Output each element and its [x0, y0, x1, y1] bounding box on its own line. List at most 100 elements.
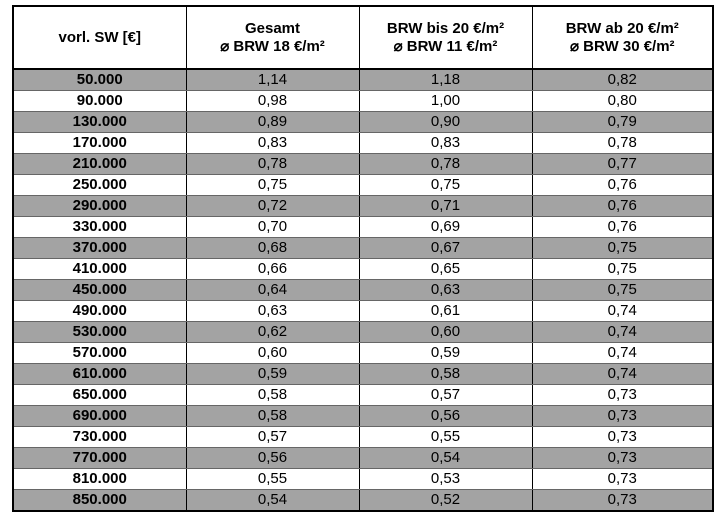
column-header: Gesamt ⌀ BRW 18 €/m² [185, 5, 360, 70]
table-row: 130.000 0,89 0,90 0,79 [12, 111, 714, 133]
cell: 0,69 [358, 216, 533, 238]
header-line: ⌀ BRW 18 €/m² [220, 37, 325, 55]
cell: 0,64 [185, 279, 360, 301]
row-label: 610.000 [12, 363, 187, 385]
cell: 0,59 [185, 363, 360, 385]
table-row: 730.000 0,57 0,55 0,73 [12, 426, 714, 448]
cell: 0,59 [358, 342, 533, 364]
table-body: 50.000 1,14 1,18 0,82 90.000 0,98 1,00 0,80 130.… [12, 69, 714, 512]
cell: 0,83 [185, 132, 360, 154]
cell: 0,75 [531, 279, 714, 301]
cell: 0,98 [185, 90, 360, 112]
cell: 0,73 [531, 384, 714, 406]
cell: 0,58 [185, 384, 360, 406]
cell: 0,74 [531, 342, 714, 364]
table-row: 210.000 0,78 0,78 0,77 [12, 153, 714, 175]
cell: 0,54 [185, 489, 360, 512]
row-label: 250.000 [12, 174, 187, 196]
cell: 0,55 [358, 426, 533, 448]
cell: 0,73 [531, 405, 714, 427]
table-row: 690.000 0,58 0,56 0,73 [12, 405, 714, 427]
cell: 0,60 [185, 342, 360, 364]
row-label: 770.000 [12, 447, 187, 469]
row-label: 170.000 [12, 132, 187, 154]
row-label: 50.000 [12, 69, 187, 91]
cell: 0,63 [185, 300, 360, 322]
cell: 0,73 [531, 426, 714, 448]
row-label: 210.000 [12, 153, 187, 175]
cell: 0,76 [531, 195, 714, 217]
cell: 0,62 [185, 321, 360, 343]
cell: 0,54 [358, 447, 533, 469]
row-label: 90.000 [12, 90, 187, 112]
row-label: 490.000 [12, 300, 187, 322]
cell: 0,61 [358, 300, 533, 322]
cell: 0,65 [358, 258, 533, 280]
cell: 0,73 [531, 447, 714, 469]
cell: 0,72 [185, 195, 360, 217]
cell: 0,76 [531, 216, 714, 238]
row-label: 690.000 [12, 405, 187, 427]
cell: 0,79 [531, 111, 714, 133]
column-header: vorl. SW [€] [12, 5, 187, 70]
table-row: 170.000 0,83 0,83 0,78 [12, 132, 714, 154]
cell: 0,77 [531, 153, 714, 175]
cell: 0,60 [358, 321, 533, 343]
row-label: 410.000 [12, 258, 187, 280]
cell: 0,53 [358, 468, 533, 490]
header-line: BRW bis 20 €/m² [386, 19, 505, 37]
cell: 0,75 [185, 174, 360, 196]
data-table: vorl. SW [€] Gesamt ⌀ BRW 18 €/m² BRW bis 2… [12, 5, 714, 512]
cell: 0,55 [185, 468, 360, 490]
cell: 0,68 [185, 237, 360, 259]
cell: 0,67 [358, 237, 533, 259]
row-label: 850.000 [12, 489, 187, 512]
row-label: 810.000 [12, 468, 187, 490]
cell: 0,56 [185, 447, 360, 469]
table-row: 490.000 0,63 0,61 0,74 [12, 300, 714, 322]
cell: 0,78 [531, 132, 714, 154]
cell: 0,66 [185, 258, 360, 280]
table-row: 410.000 0,66 0,65 0,75 [12, 258, 714, 280]
row-label: 330.000 [12, 216, 187, 238]
cell: 0,73 [531, 489, 714, 512]
table-row: 650.000 0,58 0,57 0,73 [12, 384, 714, 406]
table-row: 370.000 0,68 0,67 0,75 [12, 237, 714, 259]
header-line: ⌀ BRW 11 €/m² [393, 37, 498, 55]
cell: 0,76 [531, 174, 714, 196]
cell: 0,74 [531, 321, 714, 343]
cell: 0,89 [185, 111, 360, 133]
table-row: 610.000 0,59 0,58 0,74 [12, 363, 714, 385]
cell: 0,75 [531, 258, 714, 280]
cell: 0,78 [185, 153, 360, 175]
cell: 0,57 [358, 384, 533, 406]
cell: 1,00 [358, 90, 533, 112]
row-label: 370.000 [12, 237, 187, 259]
table-row: 570.000 0,60 0,59 0,74 [12, 342, 714, 364]
cell: 0,82 [531, 69, 714, 91]
cell: 0,90 [358, 111, 533, 133]
cell: 0,58 [358, 363, 533, 385]
cell: 0,58 [185, 405, 360, 427]
cell: 0,83 [358, 132, 533, 154]
cell: 0,74 [531, 363, 714, 385]
header-line: Gesamt [244, 19, 301, 37]
row-label: 650.000 [12, 384, 187, 406]
cell: 0,63 [358, 279, 533, 301]
column-header: BRW ab 20 €/m² ⌀ BRW 30 €/m² [531, 5, 714, 70]
cell: 0,71 [358, 195, 533, 217]
row-label: 530.000 [12, 321, 187, 343]
table-row: 770.000 0,56 0,54 0,73 [12, 447, 714, 469]
table-row: 850.000 0,54 0,52 0,73 [12, 489, 714, 512]
row-label: 290.000 [12, 195, 187, 217]
table-row: 250.000 0,75 0,75 0,76 [12, 174, 714, 196]
table-row: 450.000 0,64 0,63 0,75 [12, 279, 714, 301]
table-row: 50.000 1,14 1,18 0,82 [12, 69, 714, 91]
table-row: 810.000 0,55 0,53 0,73 [12, 468, 714, 490]
row-label: 450.000 [12, 279, 187, 301]
header-line: BRW ab 20 €/m² [565, 19, 679, 37]
cell: 1,14 [185, 69, 360, 91]
cell: 0,57 [185, 426, 360, 448]
cell: 0,74 [531, 300, 714, 322]
